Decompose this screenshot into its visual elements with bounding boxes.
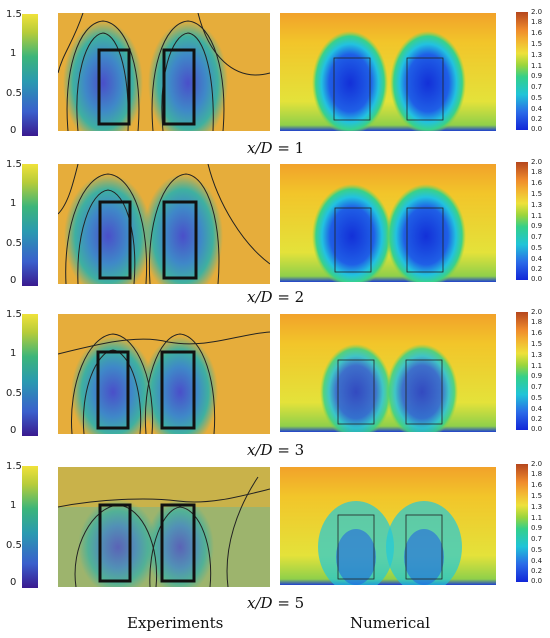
exp-tick-3-d: 0 (10, 425, 17, 436)
num-tick-1-0: 2.0 (531, 8, 543, 16)
num-tick-3-3: 1.5 (531, 340, 543, 348)
exp-tick-2-a: 1.5 (6, 159, 22, 170)
exp-tick-4-c: 0.5 (6, 540, 22, 551)
num-tick-2-2: 1.6 (531, 179, 543, 187)
exp-tick-1-c: 0.5 (6, 88, 22, 99)
panel-label-2: x/D = 2 (247, 288, 305, 306)
num-tick-3-6: 0.9 (531, 372, 543, 380)
row-4: 1.5 1 0.5 0 2.0 1.8 1.6 1.5 1.3 1.1 0.9 … (0, 460, 550, 613)
num-tick-1-5: 1.1 (531, 62, 543, 70)
footer-experiments: Experiments (127, 614, 224, 632)
exp-tick-3-c: 0.5 (6, 388, 22, 399)
num-tick-4-6: 0.9 (531, 524, 543, 532)
num-tick-3-9: 0.4 (531, 405, 543, 413)
exp-tick-2-d: 0 (10, 275, 17, 286)
num-tick-3-10: 0.2 (531, 415, 543, 423)
num-tick-2-4: 1.3 (531, 201, 543, 209)
exp-colorbar-4 (22, 466, 38, 588)
num-tick-4-1: 1.8 (531, 470, 543, 478)
num-tick-1-11: 0.0 (531, 125, 543, 133)
num-tick-1-7: 0.7 (531, 83, 543, 91)
num-contour-4 (280, 467, 496, 585)
footer-numerical: Numerical (350, 614, 430, 632)
num-contour-3 (280, 314, 496, 432)
num-tick-3-1: 1.8 (531, 318, 543, 326)
num-tick-2-8: 0.5 (531, 244, 543, 252)
num-tick-1-9: 0.4 (531, 105, 543, 113)
exp-colorbar-2 (22, 164, 38, 286)
exp-tick-1-d: 0 (10, 125, 17, 136)
num-tick-1-4: 1.3 (531, 51, 543, 59)
exp-tick-3-a: 1.5 (6, 309, 22, 320)
num-tick-3-2: 1.6 (531, 329, 543, 337)
num-tick-3-5: 1.1 (531, 362, 543, 370)
panel-label-4: x/D = 5 (247, 594, 305, 612)
num-colorbar-1 (516, 12, 528, 130)
row-2: 1.5 1 0.5 0 2.0 1.8 1.6 1.5 1.3 1.1 0.9 … (0, 158, 550, 308)
num-tick-4-10: 0.2 (531, 567, 543, 575)
num-tick-1-3: 1.5 (531, 40, 543, 48)
num-tick-2-1: 1.8 (531, 168, 543, 176)
num-tick-2-0: 2.0 (531, 158, 543, 166)
num-tick-4-11: 0.0 (531, 577, 543, 585)
exp-tick-4-b: 1 (10, 500, 17, 511)
num-tick-2-6: 0.9 (531, 222, 543, 230)
num-tick-3-4: 1.3 (531, 351, 543, 359)
num-tick-3-11: 0.0 (531, 425, 543, 433)
exp-contour-4 (58, 467, 270, 587)
exp-tick-4-a: 1.5 (6, 461, 22, 472)
num-colorbar-2 (516, 162, 528, 280)
num-tick-2-9: 0.4 (531, 255, 543, 263)
num-tick-2-3: 1.5 (531, 190, 543, 198)
num-tick-3-7: 0.7 (531, 383, 543, 391)
num-tick-1-6: 0.9 (531, 72, 543, 80)
num-tick-4-4: 1.3 (531, 503, 543, 511)
num-tick-2-7: 0.7 (531, 233, 543, 241)
num-tick-4-9: 0.4 (531, 557, 543, 565)
panel-label-1: x/D = 1 (247, 139, 305, 157)
num-tick-2-5: 1.1 (531, 212, 543, 220)
exp-colorbar-3 (22, 314, 38, 436)
num-colorbar-3 (516, 312, 528, 430)
num-tick-1-8: 0.5 (531, 94, 543, 102)
exp-tick-2-b: 1 (10, 198, 17, 209)
num-tick-2-11: 0.0 (531, 275, 543, 283)
num-tick-3-8: 0.5 (531, 394, 543, 402)
row-3: 1.5 1 0.5 0 2.0 1.8 1.6 1.5 1.3 1.1 0.9 … (0, 308, 550, 460)
exp-tick-3-b: 1 (10, 348, 17, 359)
num-tick-4-2: 1.6 (531, 481, 543, 489)
panel-label-3: x/D = 3 (247, 441, 305, 459)
exp-contour-2 (58, 164, 270, 284)
exp-tick-1-a: 1.5 (6, 9, 22, 20)
exp-tick-4-d: 0 (10, 577, 17, 588)
num-tick-3-0: 2.0 (531, 308, 543, 316)
num-contour-2 (280, 164, 496, 282)
row-1: 1.5 1 0.5 0 2.0 1.8 1.6 1.5 1.3 1.1 0.9 … (0, 8, 550, 158)
num-tick-4-5: 1.1 (531, 514, 543, 522)
num-tick-1-2: 1.6 (531, 29, 543, 37)
num-tick-4-8: 0.5 (531, 546, 543, 554)
num-tick-4-7: 0.7 (531, 535, 543, 543)
num-tick-4-3: 1.5 (531, 492, 543, 500)
num-tick-2-10: 0.2 (531, 265, 543, 273)
exp-tick-1-b: 1 (10, 48, 17, 59)
exp-tick-2-c: 0.5 (6, 238, 22, 249)
exp-colorbar-1 (22, 14, 38, 136)
num-tick-1-1: 1.8 (531, 18, 543, 26)
num-tick-1-10: 0.2 (531, 115, 543, 123)
exp-contour-3 (58, 314, 270, 434)
num-tick-4-0: 2.0 (531, 460, 543, 468)
exp-contour-1 (58, 13, 270, 131)
num-colorbar-4 (516, 464, 528, 582)
num-contour-1 (280, 13, 496, 131)
